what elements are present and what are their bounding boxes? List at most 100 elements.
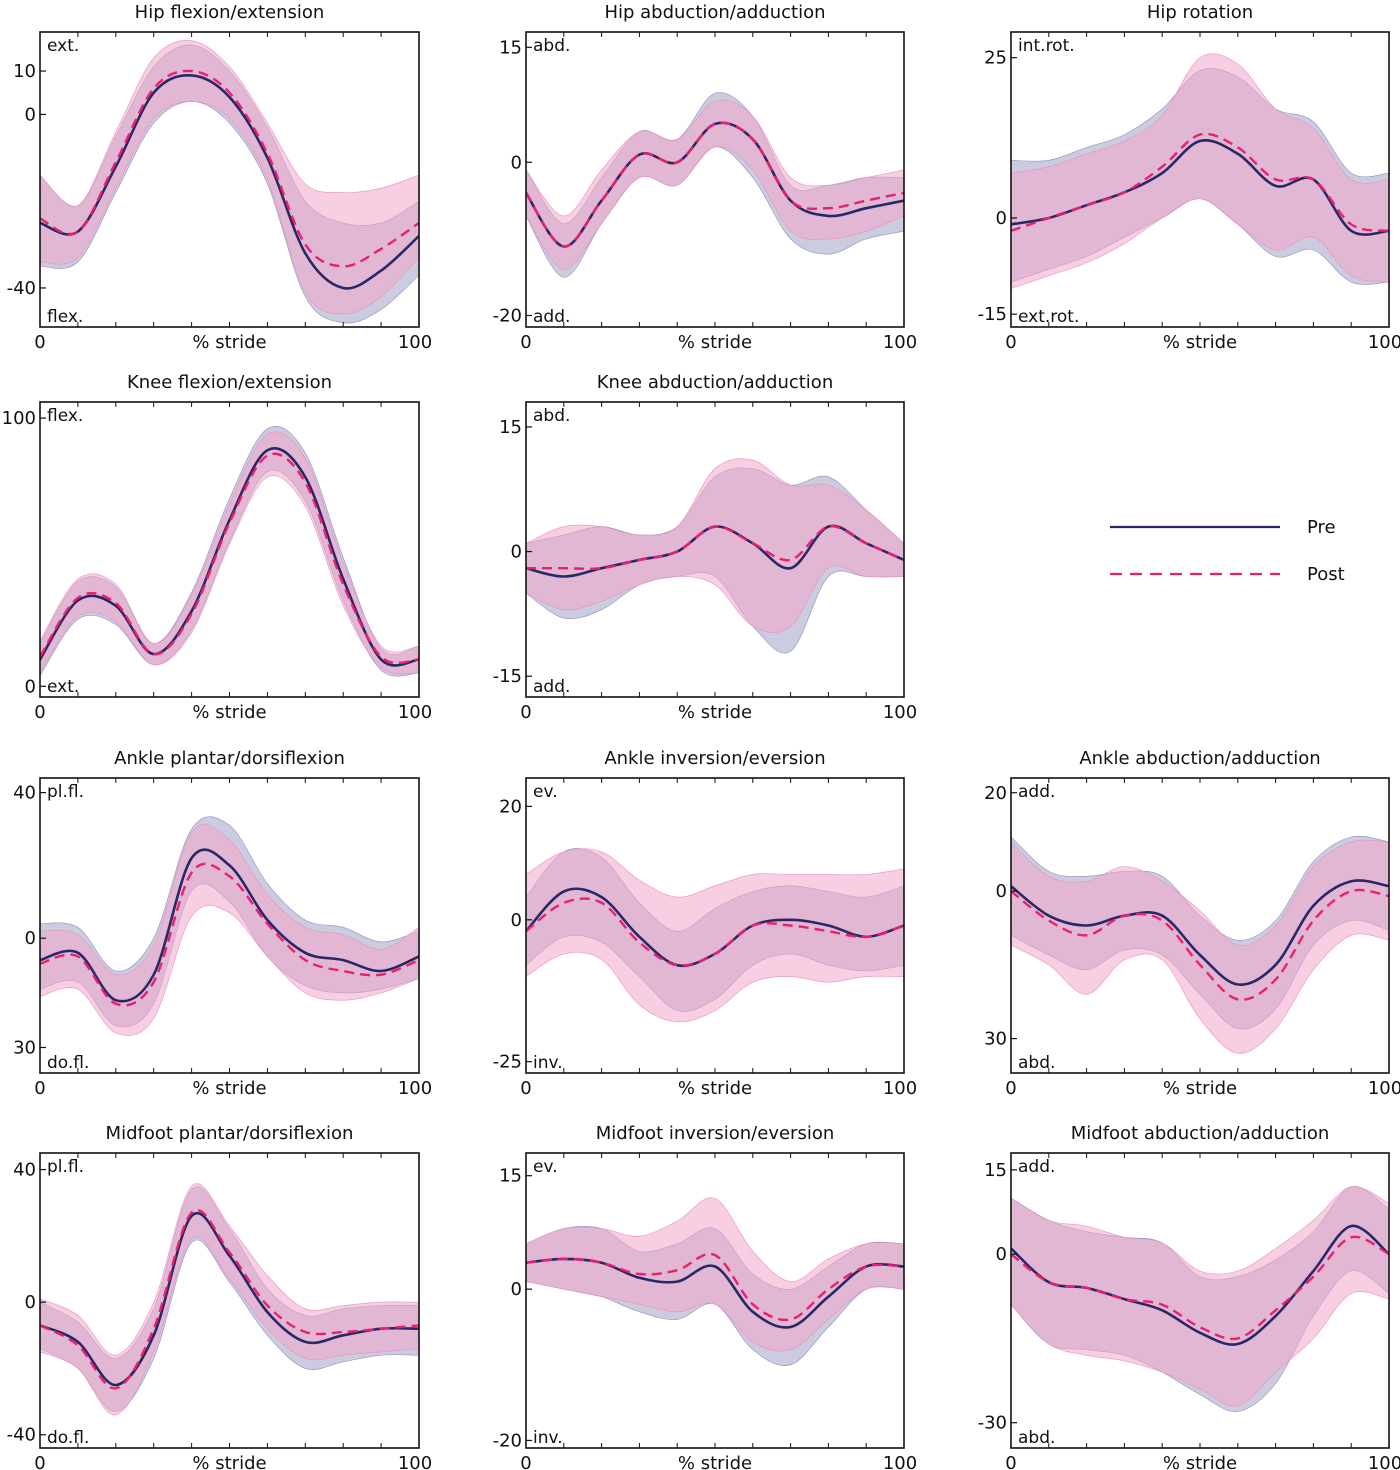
bottom-direction-label: add. xyxy=(533,677,570,697)
chart-title: Ankle inversion/eversion xyxy=(604,748,825,769)
x-tick-label: 0 xyxy=(1005,332,1016,353)
chart-title: Hip rotation xyxy=(1147,2,1253,23)
post-mean-line xyxy=(1011,132,1389,232)
plot-area xyxy=(1011,53,1389,289)
y-tick-label: -40 xyxy=(7,1425,36,1446)
y-tick-label: 15 xyxy=(499,37,522,58)
x-tick-label: 100 xyxy=(1368,1453,1400,1470)
y-tick-label: 0 xyxy=(996,208,1007,229)
plot-area xyxy=(526,1197,904,1366)
y-tick-label: 0 xyxy=(25,1292,36,1313)
post-mean-line xyxy=(40,862,419,1007)
x-tick-label: 0 xyxy=(520,1078,531,1099)
top-direction-label: flex. xyxy=(47,406,83,426)
x-axis-label: % stride xyxy=(192,332,266,353)
y-tick-label: 0 xyxy=(25,928,36,949)
chart-title: Midfoot plantar/dorsiflexion xyxy=(106,1123,354,1144)
x-axis-label: % stride xyxy=(678,1078,752,1099)
post-band xyxy=(1011,839,1389,1054)
plot-frame xyxy=(525,31,905,328)
x-tick-label: 100 xyxy=(398,702,432,723)
y-tick-label: 40 xyxy=(13,1160,36,1181)
y-tick-label: 40 xyxy=(13,783,36,804)
plot-area xyxy=(526,848,904,1023)
y-tick-label: 20 xyxy=(499,796,522,817)
post-band xyxy=(526,458,904,633)
post-band xyxy=(526,99,904,270)
y-tick-label: 0 xyxy=(996,881,1007,902)
x-tick-label: 100 xyxy=(1368,332,1400,353)
post-band xyxy=(526,1197,904,1352)
chart-panel-mid_pd: Midfoot plantar/dorsiflexion 40 0 -40 pl.fl.… xyxy=(7,1123,433,1470)
top-direction-label: ev. xyxy=(533,1157,558,1177)
y-tick-label: 30 xyxy=(13,1038,36,1059)
bottom-direction-label: do.fl. xyxy=(47,1428,89,1448)
chart-title: Ankle plantar/dorsiflexion xyxy=(114,748,345,769)
post-band xyxy=(40,824,419,1036)
chart-title: Ankle abduction/adduction xyxy=(1079,748,1320,769)
plot-frame xyxy=(39,777,420,1074)
x-tick-label: 100 xyxy=(398,1078,432,1099)
plot-area xyxy=(1011,1186,1389,1412)
y-tick-label: 0 xyxy=(25,104,36,125)
chart-title: Hip abduction/adduction xyxy=(604,2,825,23)
top-direction-label: add. xyxy=(1018,1157,1055,1177)
y-tick-label: 100 xyxy=(2,408,36,429)
pre-mean-line xyxy=(40,1212,419,1387)
y-tick-label: 15 xyxy=(984,1160,1007,1181)
bottom-direction-label: abd. xyxy=(1018,1428,1055,1448)
x-axis-label: % stride xyxy=(1163,1078,1237,1099)
x-axis-label: % stride xyxy=(678,332,752,353)
x-tick-label: 100 xyxy=(883,1453,917,1470)
y-tick-label: -20 xyxy=(493,1430,522,1451)
bottom-direction-label: inv. xyxy=(533,1053,563,1073)
bottom-direction-label: ext.rot. xyxy=(1018,307,1079,327)
x-tick-label: 0 xyxy=(520,332,531,353)
bottom-direction-label: add. xyxy=(533,307,570,327)
y-tick-label: 0 xyxy=(511,542,522,563)
legend-pre-label: Pre xyxy=(1307,517,1336,538)
post-band xyxy=(526,848,904,1023)
x-axis-label: % stride xyxy=(192,702,266,723)
post-mean-line xyxy=(526,1252,904,1322)
y-tick-label: 30 xyxy=(984,1029,1007,1050)
y-tick-label: -20 xyxy=(493,306,522,327)
bottom-direction-label: inv. xyxy=(533,1428,563,1448)
top-direction-label: abd. xyxy=(533,406,570,426)
chart-title: Hip flexion/extension xyxy=(135,2,325,23)
post-mean-line xyxy=(526,897,904,967)
x-axis-label: % stride xyxy=(1163,1453,1237,1470)
y-tick-label: 15 xyxy=(499,1166,522,1187)
top-direction-label: ext. xyxy=(47,36,79,56)
post-mean-line xyxy=(40,69,419,268)
top-direction-label: add. xyxy=(1018,782,1055,802)
x-tick-label: 0 xyxy=(520,1453,531,1470)
y-tick-label: 0 xyxy=(511,910,522,931)
post-mean-line xyxy=(40,1209,419,1390)
y-tick-label: 0 xyxy=(996,1244,1007,1265)
plot-area xyxy=(40,426,419,677)
bottom-direction-label: abd. xyxy=(1018,1053,1055,1073)
plot-area xyxy=(40,40,419,324)
chart-panel-mid_ie: Midfoot inversion/eversion150-20ev.inv.0… xyxy=(493,1123,918,1470)
chart-title: Midfoot inversion/eversion xyxy=(596,1123,835,1144)
plot-area xyxy=(526,458,904,654)
top-direction-label: int.rot. xyxy=(1018,36,1075,56)
plot-area xyxy=(40,816,419,1036)
y-tick-label: -40 xyxy=(7,278,36,299)
post-mean-line xyxy=(526,525,904,571)
x-axis-label: % stride xyxy=(678,1453,752,1470)
bottom-direction-label: ext. xyxy=(47,677,79,697)
y-tick-label: -15 xyxy=(978,304,1007,325)
top-direction-label: pl.fl. xyxy=(47,782,84,802)
post-mean-line xyxy=(1011,888,1389,1001)
post-mean-line xyxy=(40,452,419,665)
y-tick-label: 20 xyxy=(984,783,1007,804)
post-band xyxy=(1011,53,1389,289)
chart-panel-ankle_pd: Ankle plantar/dorsiflexion 40 0 30 pl.fl. do.… xyxy=(13,748,432,1099)
